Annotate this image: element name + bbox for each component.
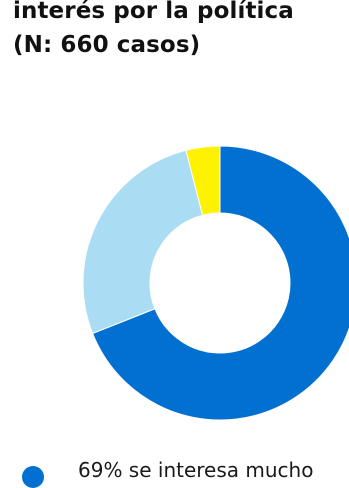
donut-slice-2	[82, 149, 204, 335]
chart-title-line-2: (N: 660 casos)	[13, 32, 201, 58]
legend-label-1: 69% se interesa mucho	[78, 458, 314, 482]
donut-slice-1	[91, 145, 349, 421]
donut-slice-3	[185, 145, 221, 216]
chart-title: interés por la política (N: 660 casos)	[13, 0, 349, 62]
legend-swatch-1	[22, 466, 44, 488]
chart-title-line-1: interés por la política	[13, 0, 294, 24]
